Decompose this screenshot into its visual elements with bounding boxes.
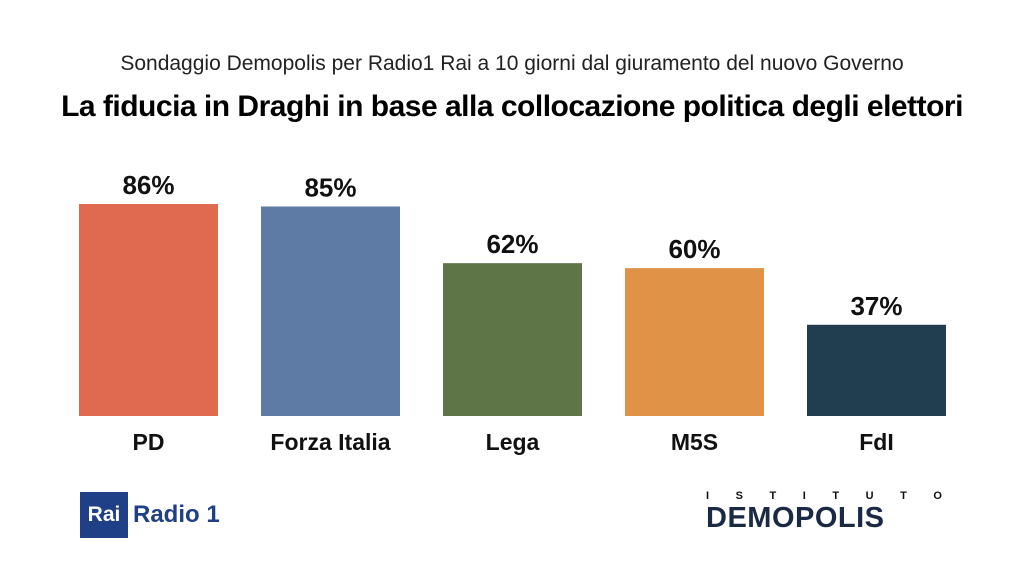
category-label: M5S <box>671 429 718 455</box>
bar-fdi <box>807 324 946 416</box>
demopolis-logo: I S T I T U T O DEMOPOLIS <box>700 490 945 538</box>
category-label: FdI <box>859 429 894 455</box>
category-label: PD <box>133 429 165 455</box>
demopolis-wordmark: DEMOPOLIS <box>706 502 885 534</box>
istituto-letter: U <box>865 490 874 502</box>
bar-lega <box>443 263 582 416</box>
istituto-letter: T <box>769 490 777 502</box>
value-label: 62% <box>486 229 538 259</box>
category-label: Forza Italia <box>270 429 390 455</box>
rai-radio1-logo: Rai Radio 1 <box>80 492 220 538</box>
value-label: 37% <box>850 291 902 321</box>
value-label: 60% <box>668 234 720 264</box>
category-label: Lega <box>486 429 540 455</box>
istituto-letter: T <box>900 490 907 502</box>
value-label: 86% <box>122 170 174 200</box>
istituto-letter: I <box>706 490 710 502</box>
bar-m5s <box>625 268 764 416</box>
value-label: 85% <box>304 172 356 202</box>
chart-subtitle: Sondaggio Demopolis per Radio1 Rai a 10 … <box>120 52 904 75</box>
radio1-logo-text: Radio 1 <box>133 501 220 528</box>
bar-forza-italia <box>261 206 400 416</box>
bar-pd <box>79 204 218 416</box>
rai-logo-box: Rai <box>80 492 128 538</box>
istituto-letter: O <box>933 490 942 502</box>
istituto-letter: I <box>802 490 806 502</box>
istituto-letter: S <box>735 490 743 502</box>
chart-title: La fiducia in Draghi in base alla colloc… <box>61 90 963 123</box>
istituto-letter: T <box>832 490 840 502</box>
